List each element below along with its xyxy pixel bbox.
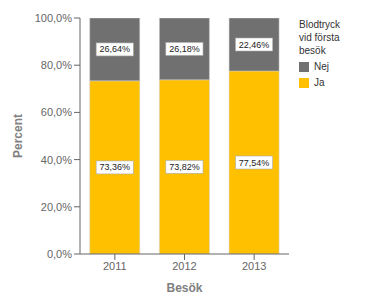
svg-text:2011: 2011: [103, 260, 127, 272]
svg-text:26,18%: 26,18%: [169, 44, 200, 54]
svg-text:0,0%: 0,0%: [47, 248, 72, 260]
svg-text:22,46%: 22,46%: [239, 40, 270, 50]
svg-text:80,0%: 80,0%: [41, 59, 72, 71]
svg-text:60,0%: 60,0%: [41, 106, 72, 118]
html-text:Blodtryck: Blodtryck: [299, 19, 341, 30]
svg-text:77,54%: 77,54%: [239, 158, 270, 168]
html-text:besök: besök: [299, 45, 326, 56]
svg-text:73,36%: 73,36%: [99, 162, 130, 172]
svg-text:100,0%: 100,0%: [35, 12, 73, 24]
svg-text:Besök: Besök: [166, 281, 202, 295]
svg-text:20,0%: 20,0%: [41, 201, 72, 213]
svg-text:2013: 2013: [242, 260, 266, 272]
svg-text:Percent: Percent: [11, 114, 25, 158]
svg-text:2012: 2012: [172, 260, 196, 272]
svg-text:40,0%: 40,0%: [41, 154, 72, 166]
svg-text:73,82%: 73,82%: [169, 162, 200, 172]
html-text:Nej: Nej: [314, 61, 329, 72]
html-text:Ja: Ja: [314, 77, 325, 88]
svg-text:26,64%: 26,64%: [99, 44, 130, 54]
html-text:vid första: vid första: [299, 32, 340, 43]
